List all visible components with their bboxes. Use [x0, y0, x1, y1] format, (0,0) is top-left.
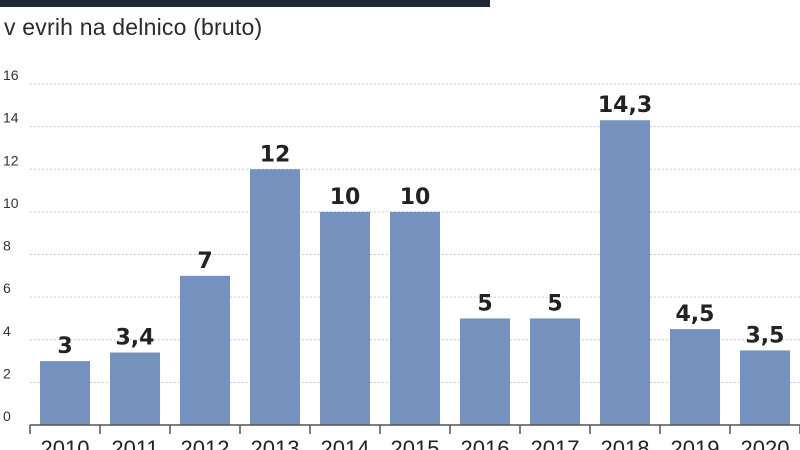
y-tick-label: 0 [3, 408, 11, 424]
bar [460, 318, 510, 425]
bar [250, 169, 300, 425]
bar [110, 352, 160, 425]
data-labels: 3 3,4 7 12 10 10 5 5 14,3 4,5 3,5 [57, 93, 784, 359]
x-tick-label: 2019 [671, 436, 720, 450]
data-label: 5 [547, 291, 562, 316]
bar [390, 211, 440, 425]
x-tick-label: 2013 [251, 436, 300, 450]
y-tick-label: 2 [3, 365, 11, 381]
bars [40, 120, 790, 425]
x-tick-label: 2015 [391, 436, 440, 450]
data-label: 12 [260, 142, 291, 167]
y-tick-label: 12 [3, 152, 19, 168]
bar [670, 329, 720, 425]
data-label: 10 [330, 185, 361, 210]
bar [740, 350, 790, 425]
data-label: 7 [197, 249, 212, 274]
bar [600, 120, 650, 425]
y-tick-label: 10 [3, 195, 19, 211]
x-tick-label: 2018 [601, 436, 650, 450]
data-label: 10 [400, 185, 431, 210]
bar [530, 318, 580, 425]
data-label: 4,5 [676, 302, 715, 327]
y-tick-label: 14 [3, 110, 19, 126]
y-tick-label: 8 [3, 238, 11, 254]
y-tick-label: 6 [3, 280, 11, 296]
y-tick-label: 16 [3, 67, 19, 83]
bar [40, 361, 90, 425]
data-label: 14,3 [598, 93, 652, 118]
x-tick-label: 2010 [41, 436, 90, 450]
x-tick-label: 2014 [321, 436, 370, 450]
bar [180, 275, 230, 425]
data-label: 3 [57, 334, 72, 359]
data-label: 3,5 [746, 323, 785, 348]
axes: 0 2 4 6 8 10 12 14 16 2010 2011 2012 2013 2014 2015 201… [3, 67, 800, 450]
y-tick-label: 4 [3, 323, 11, 339]
data-label: 5 [477, 291, 492, 316]
x-tick-label: 2011 [111, 436, 158, 450]
chart-subtitle: v evrih na delnico (bruto) [4, 14, 263, 40]
x-tick-label: 2017 [531, 436, 580, 450]
data-label: 3,4 [116, 326, 155, 351]
x-tick-label: 2020 [741, 436, 790, 450]
title-strip [0, 0, 490, 7]
bar [320, 211, 370, 425]
x-tick-label: 2012 [181, 436, 230, 450]
x-tick-label: 2016 [461, 436, 510, 450]
